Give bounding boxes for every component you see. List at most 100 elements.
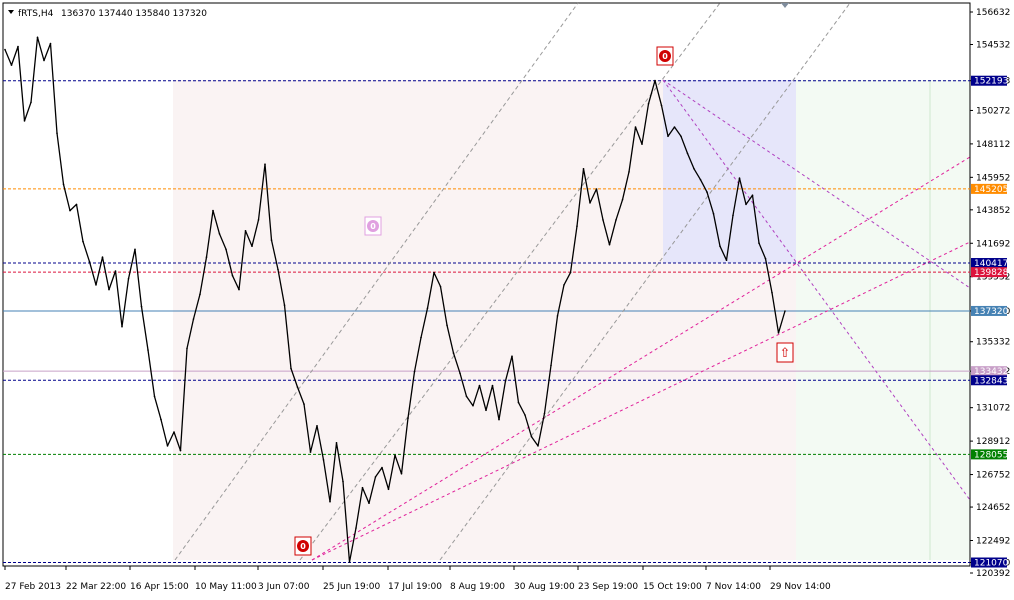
price-point: [563, 284, 565, 286]
level-tag-bg: [971, 557, 1007, 568]
price-point: [348, 561, 351, 563]
price-point: [108, 288, 110, 291]
price-point: [36, 36, 39, 39]
marker-top[interactable]: 0: [656, 46, 674, 66]
x-tick-label: 10 May 11:00: [195, 582, 257, 592]
price-point: [316, 425, 318, 427]
y-tick-label: 126752: [976, 471, 1010, 481]
level-tag-label: 152193: [974, 77, 1008, 87]
price-point: [621, 199, 624, 201]
level-tag-152193: 152193: [971, 75, 1008, 87]
level-tag-label: 139828: [974, 268, 1009, 278]
level-tag-label: 121070: [974, 559, 1009, 569]
price-point: [283, 304, 286, 306]
marker-bottom-label: 0: [300, 542, 306, 551]
level-tag-label: 128055: [974, 450, 1008, 460]
level-tag-121070: 121070: [971, 557, 1009, 569]
price-point: [446, 324, 448, 327]
x-tick-label: 27 Feb 2013: [5, 582, 61, 592]
price-point: [537, 445, 539, 447]
price-point: [751, 194, 754, 196]
price-point: [732, 214, 734, 217]
price-point: [173, 431, 175, 433]
price-point: [771, 291, 773, 294]
price-point: [212, 209, 214, 212]
price-point: [335, 442, 338, 444]
price-point: [251, 245, 253, 247]
channel-line-upper: [174, 2, 579, 561]
level-tag-145205: 145205: [971, 183, 1008, 195]
zone-shaded-mid: [663, 263, 796, 560]
price-point: [10, 64, 13, 66]
marker-top-icon: [659, 50, 671, 62]
price-point: [647, 103, 650, 105]
level-tag-bg: [971, 75, 1007, 86]
price-point: [550, 364, 552, 367]
price-point: [186, 347, 188, 350]
level-tag-bg: [971, 267, 1007, 278]
marker-mid-icon: [367, 220, 379, 232]
price-point: [719, 245, 721, 247]
level-tag-139828: 139828: [971, 267, 1009, 278]
x-tick-label: 3 Jun 07:00: [258, 582, 310, 592]
fan-line-down-1: [662, 79, 971, 289]
y-tick-label: 135332: [976, 338, 1010, 348]
price-point: [82, 240, 84, 243]
price-point: [244, 230, 247, 232]
level-tag-140417: 140417: [971, 258, 1008, 269]
price-point: [452, 352, 455, 354]
y-tick-label: 120392: [976, 569, 1010, 579]
price-point: [764, 257, 767, 260]
price-point: [69, 209, 71, 212]
header-dropdown-icon[interactable]: [8, 10, 14, 14]
scroll-shift-icon[interactable]: [781, 3, 789, 8]
price-point: [23, 120, 26, 122]
price-point: [420, 336, 422, 339]
marker-bottom[interactable]: 0: [294, 536, 312, 556]
fan-line-lower: [311, 241, 971, 561]
price-point: [270, 239, 273, 241]
channel-line-lower: [439, 2, 851, 561]
axes: 156632 154532 152193 150272 148112 145952 1438…: [4, 8, 1011, 592]
price-point: [602, 219, 604, 221]
price-point: [530, 435, 533, 438]
level-tag-bg: [971, 305, 1007, 316]
price-point: [56, 132, 58, 134]
x-tick-label: 22 Mar 22:00: [66, 582, 126, 592]
price-point: [296, 386, 299, 388]
price-point: [524, 414, 526, 416]
marker-mid[interactable]: 0: [364, 216, 382, 236]
price-point: [504, 380, 507, 382]
price-point: [225, 248, 227, 251]
x-tick-label: 16 Apr 15:00: [130, 582, 189, 592]
x-tick-label: 17 Jul 19:00: [388, 582, 442, 592]
price-point: [712, 212, 715, 215]
level-tag-128055: 128055: [971, 449, 1008, 460]
symbol-label: fRTS,H4: [18, 9, 54, 19]
y-tick-label: 131072: [976, 404, 1010, 414]
price-point: [322, 459, 325, 461]
price-point: [413, 370, 416, 373]
levels-layer: [3, 80, 970, 564]
x-tick-label: 30 Aug 19:00: [514, 582, 575, 592]
level-tag-label: 137320: [974, 307, 1009, 317]
price-point: [784, 310, 786, 312]
price-point: [667, 135, 669, 138]
price-point: [595, 188, 598, 190]
price-point: [49, 42, 52, 45]
price-point: [101, 256, 104, 258]
price-point: [290, 367, 292, 370]
price-point: [394, 454, 396, 457]
price-point: [127, 278, 130, 280]
marker-arrow[interactable]: ⇧: [776, 342, 794, 363]
price-point: [459, 372, 461, 375]
price-point: [433, 271, 435, 274]
price-point: [121, 325, 123, 328]
marker-mid-label: 0: [370, 222, 376, 231]
price-point: [777, 332, 780, 334]
price-point: [166, 445, 169, 447]
marker-top-label: 0: [662, 52, 668, 61]
price-point: [30, 101, 32, 104]
